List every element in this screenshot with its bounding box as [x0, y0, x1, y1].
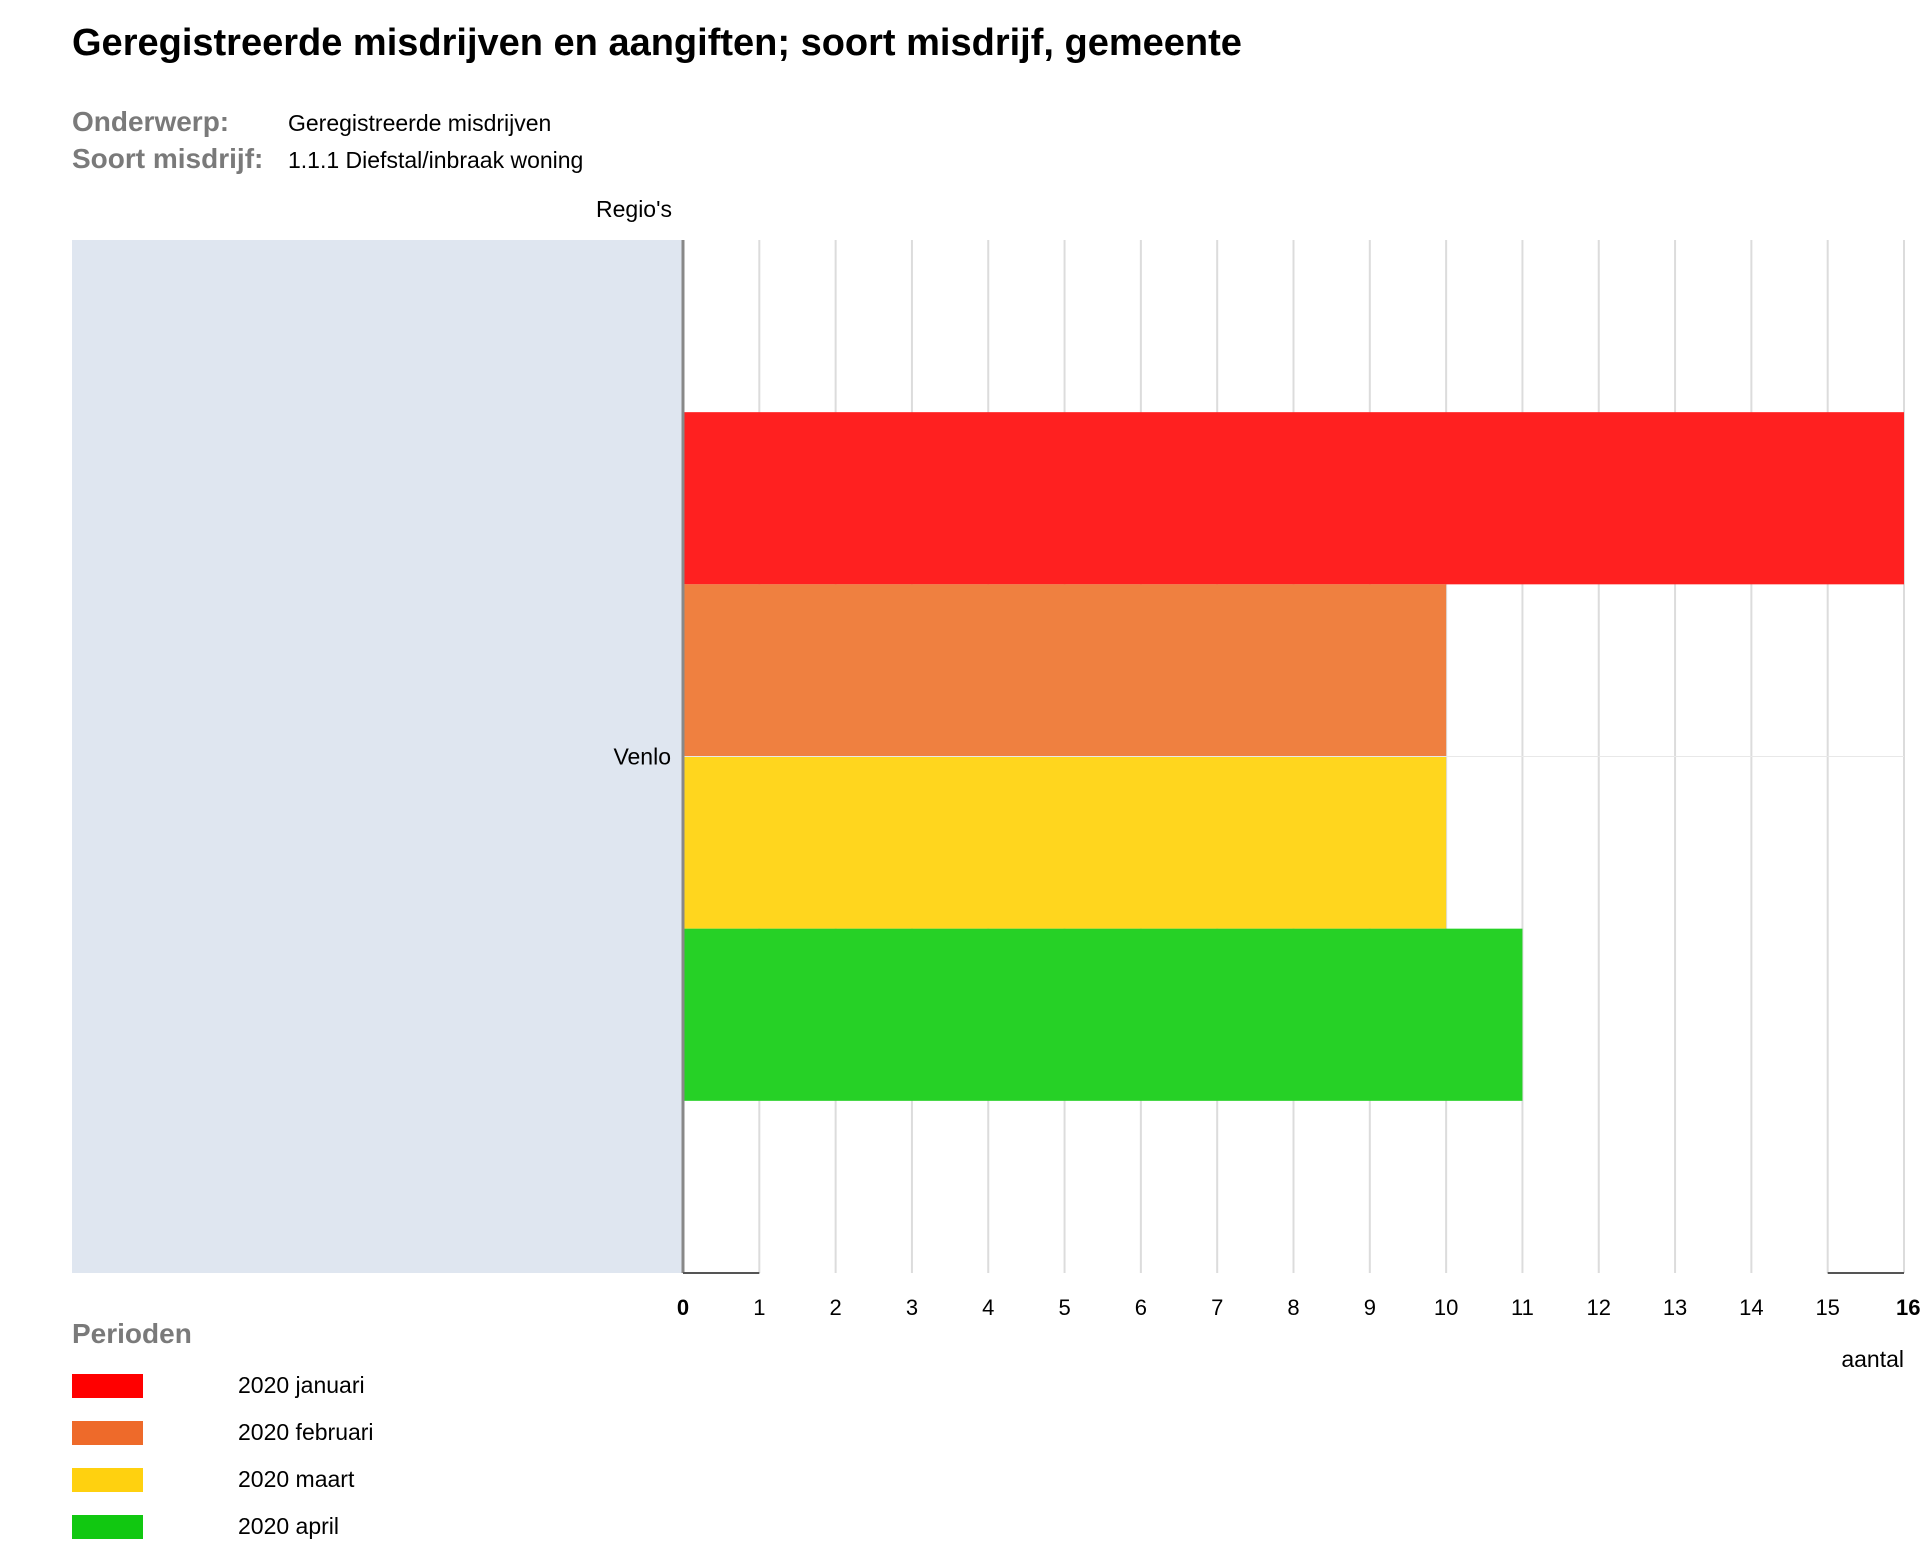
meta-value: 1.1.1 Diefstal/inbraak woning: [288, 147, 584, 173]
x-tick-label: 8: [1287, 1295, 1299, 1320]
x-tick-label: 3: [906, 1295, 918, 1320]
y-axis-title: Regio's: [596, 196, 672, 222]
legend-swatch: [72, 1514, 143, 1539]
legend-item: 2020 februari: [72, 1409, 374, 1456]
x-tick-label: 1: [753, 1295, 765, 1320]
meta-row-onderwerp: Onderwerp: Geregistreerde misdrijven: [72, 106, 583, 143]
meta-row-soort-misdrijf: Soort misdrijf: 1.1.1 Diefstal/inbraak w…: [72, 143, 583, 180]
legend-swatch: [72, 1467, 143, 1492]
x-tick-label: 13: [1663, 1295, 1687, 1320]
meta-value: Geregistreerde misdrijven: [288, 110, 552, 136]
legend-label: 2020 februari: [238, 1419, 374, 1445]
bar-2020-maart: [683, 756, 1447, 929]
category-label: Venlo: [613, 744, 671, 770]
x-axis-title: aantal: [1841, 1346, 1904, 1372]
x-tick-label: 7: [1211, 1295, 1223, 1320]
x-tick-label: 5: [1058, 1295, 1070, 1320]
bar-2020-februari: [683, 584, 1447, 757]
legend-item: 2020 januari: [72, 1362, 374, 1409]
x-tick-label: 15: [1815, 1295, 1839, 1320]
legend-title: Perioden: [72, 1318, 192, 1349]
legend: Perioden 2020 januari 2020 februari 2020 m…: [72, 1318, 374, 1550]
legend-label: 2020 april: [238, 1513, 340, 1539]
x-tick-label: 6: [1135, 1295, 1147, 1320]
category-panel: [72, 240, 683, 1273]
x-tick-label: 11: [1511, 1295, 1534, 1320]
x-tick-label: 9: [1364, 1295, 1376, 1320]
chart-title: Geregistreerde misdrijven en aangiften; …: [72, 22, 1242, 64]
x-tick-label: 14: [1739, 1295, 1763, 1320]
bar-2020-januari: [683, 412, 1904, 585]
x-tick-label: 12: [1587, 1295, 1611, 1320]
x-tick-label: 0: [677, 1295, 689, 1320]
meta-key: Soort misdrijf:: [72, 143, 264, 174]
legend-swatch: [72, 1373, 143, 1398]
x-tick-label: 4: [982, 1295, 994, 1320]
legend-item: 2020 april: [72, 1503, 374, 1550]
legend-label: 2020 maart: [238, 1466, 355, 1492]
legend-swatch: [72, 1420, 143, 1445]
chart-meta: Onderwerp: Geregistreerde misdrijven Soo…: [72, 106, 583, 180]
x-tick-label: 10: [1434, 1295, 1458, 1320]
legend-label: 2020 januari: [238, 1372, 365, 1398]
legend-items: 2020 januari 2020 februari 2020 maart 2020 …: [72, 1362, 374, 1550]
x-tick-label: 16: [1896, 1295, 1920, 1320]
legend-item: 2020 maart: [72, 1456, 374, 1503]
meta-key: Onderwerp:: [72, 106, 230, 137]
x-tick-label: 2: [830, 1295, 842, 1320]
bar-2020-april: [683, 928, 1523, 1101]
